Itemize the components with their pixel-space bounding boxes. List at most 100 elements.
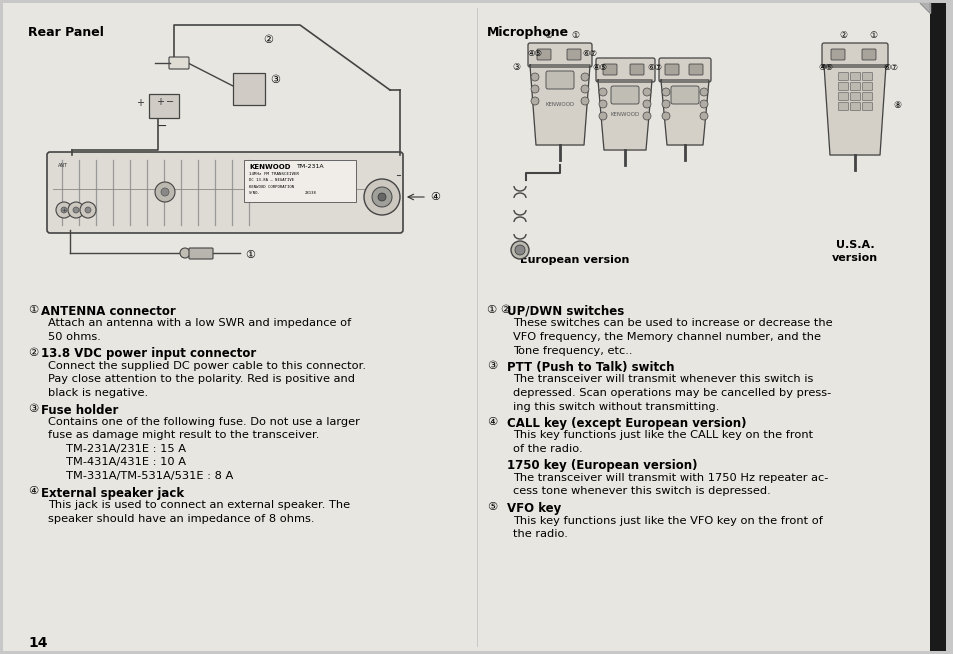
FancyBboxPatch shape xyxy=(929,3,945,651)
Text: External speaker jack: External speaker jack xyxy=(41,487,184,500)
Text: fuse as damage might result to the transceiver.: fuse as damage might result to the trans… xyxy=(48,430,319,441)
Text: +: + xyxy=(136,98,144,108)
FancyBboxPatch shape xyxy=(545,71,574,89)
Circle shape xyxy=(642,88,650,96)
Text: ②: ② xyxy=(28,347,38,358)
Text: ①: ① xyxy=(245,250,254,260)
Text: 14: 14 xyxy=(28,636,48,650)
Text: speaker should have an impedance of 8 ohms.: speaker should have an impedance of 8 oh… xyxy=(48,513,314,523)
FancyBboxPatch shape xyxy=(821,43,887,67)
Circle shape xyxy=(661,112,669,120)
Circle shape xyxy=(598,88,606,96)
Circle shape xyxy=(598,112,606,120)
Text: ANT: ANT xyxy=(58,163,68,168)
Text: U.S.A.
version: U.S.A. version xyxy=(831,240,877,263)
Text: VFO frequency, the Memory channel number, and the: VFO frequency, the Memory channel number… xyxy=(513,332,821,342)
Circle shape xyxy=(377,193,386,201)
Polygon shape xyxy=(660,80,708,145)
FancyBboxPatch shape xyxy=(850,73,860,80)
Text: ②: ② xyxy=(838,31,846,40)
Text: depressed. Scan operations may be cancelled by press-: depressed. Scan operations may be cancel… xyxy=(513,388,830,398)
Text: European version: European version xyxy=(519,255,629,265)
Circle shape xyxy=(700,100,707,108)
Text: VFO key: VFO key xyxy=(506,502,560,515)
Text: −: − xyxy=(166,97,174,107)
Circle shape xyxy=(515,245,524,255)
Text: ③: ③ xyxy=(28,404,38,413)
Text: ④⑤: ④⑤ xyxy=(817,63,832,71)
Text: KENWOOD: KENWOOD xyxy=(545,103,574,107)
Circle shape xyxy=(661,100,669,108)
Circle shape xyxy=(180,248,190,258)
Text: 50 ohms.: 50 ohms. xyxy=(48,332,101,342)
Circle shape xyxy=(154,182,174,202)
Circle shape xyxy=(161,188,169,196)
Circle shape xyxy=(598,100,606,108)
Text: cess tone whenever this switch is depressed.: cess tone whenever this switch is depres… xyxy=(513,487,770,496)
Text: Contains one of the following fuse. Do not use a larger: Contains one of the following fuse. Do n… xyxy=(48,417,359,427)
Text: KENWOOD CORPORATION: KENWOOD CORPORATION xyxy=(249,185,294,189)
Circle shape xyxy=(61,207,67,213)
Circle shape xyxy=(580,73,588,81)
Text: ③: ③ xyxy=(512,63,519,71)
Circle shape xyxy=(700,112,707,120)
FancyBboxPatch shape xyxy=(862,92,872,101)
Text: This jack is used to connect an external speaker. The: This jack is used to connect an external… xyxy=(48,500,350,510)
Circle shape xyxy=(372,187,392,207)
Text: ④⑤: ④⑤ xyxy=(526,48,541,58)
Text: S/NO.: S/NO. xyxy=(249,191,260,195)
FancyBboxPatch shape xyxy=(830,49,844,60)
FancyBboxPatch shape xyxy=(838,82,847,90)
Text: Fuse holder: Fuse holder xyxy=(41,404,118,417)
Circle shape xyxy=(580,97,588,105)
Text: +: + xyxy=(62,207,67,213)
FancyBboxPatch shape xyxy=(670,86,699,104)
Circle shape xyxy=(80,202,96,218)
Text: ②: ② xyxy=(543,31,552,40)
FancyBboxPatch shape xyxy=(244,160,355,202)
FancyBboxPatch shape xyxy=(850,82,860,90)
Text: ⑤: ⑤ xyxy=(486,502,497,512)
Text: ⑧: ⑧ xyxy=(892,101,901,109)
Text: ①: ① xyxy=(868,31,876,40)
Text: 14MHz FM TRANSCEIVER: 14MHz FM TRANSCEIVER xyxy=(249,172,298,176)
Circle shape xyxy=(531,73,538,81)
Text: the radio.: the radio. xyxy=(513,529,567,539)
Text: Connect the supplied DC power cable to this connector.: Connect the supplied DC power cable to t… xyxy=(48,361,366,371)
FancyBboxPatch shape xyxy=(537,49,551,60)
FancyBboxPatch shape xyxy=(189,248,213,259)
FancyBboxPatch shape xyxy=(850,92,860,101)
FancyBboxPatch shape xyxy=(862,49,875,60)
Text: UP/DWN switches: UP/DWN switches xyxy=(506,305,623,318)
FancyBboxPatch shape xyxy=(838,92,847,101)
Text: ⑥⑦: ⑥⑦ xyxy=(882,63,897,71)
Text: TM-231A/231E : 15 A: TM-231A/231E : 15 A xyxy=(48,444,186,454)
Circle shape xyxy=(531,85,538,93)
Circle shape xyxy=(85,207,91,213)
Circle shape xyxy=(700,88,707,96)
Text: PTT (Push to Talk) switch: PTT (Push to Talk) switch xyxy=(506,361,674,374)
FancyBboxPatch shape xyxy=(664,64,679,75)
FancyBboxPatch shape xyxy=(862,73,872,80)
FancyBboxPatch shape xyxy=(233,73,265,105)
Text: ⑥⑦: ⑥⑦ xyxy=(646,63,661,71)
Text: TM-231A: TM-231A xyxy=(296,164,324,169)
Text: ④: ④ xyxy=(486,417,497,427)
Text: TM-331A/TM-531A/531E : 8 A: TM-331A/TM-531A/531E : 8 A xyxy=(48,471,233,481)
Text: The transceiver will transmit whenever this switch is: The transceiver will transmit whenever t… xyxy=(513,375,813,385)
Text: ④: ④ xyxy=(28,487,38,496)
FancyBboxPatch shape xyxy=(838,103,847,111)
Text: ①: ① xyxy=(28,305,38,315)
Text: ⑥⑦: ⑥⑦ xyxy=(581,48,597,58)
FancyBboxPatch shape xyxy=(862,82,872,90)
Text: ① ②: ① ② xyxy=(486,305,511,315)
Text: ②: ② xyxy=(263,35,273,45)
Text: This key functions just like the CALL key on the front: This key functions just like the CALL ke… xyxy=(513,430,812,441)
Text: Attach an antenna with a low SWR and impedance of: Attach an antenna with a low SWR and imp… xyxy=(48,318,351,328)
FancyBboxPatch shape xyxy=(629,64,643,75)
FancyBboxPatch shape xyxy=(149,94,179,118)
Text: CALL key (except European version): CALL key (except European version) xyxy=(506,417,745,430)
Circle shape xyxy=(364,179,399,215)
Text: KENWOOD: KENWOOD xyxy=(249,164,291,170)
Circle shape xyxy=(642,112,650,120)
